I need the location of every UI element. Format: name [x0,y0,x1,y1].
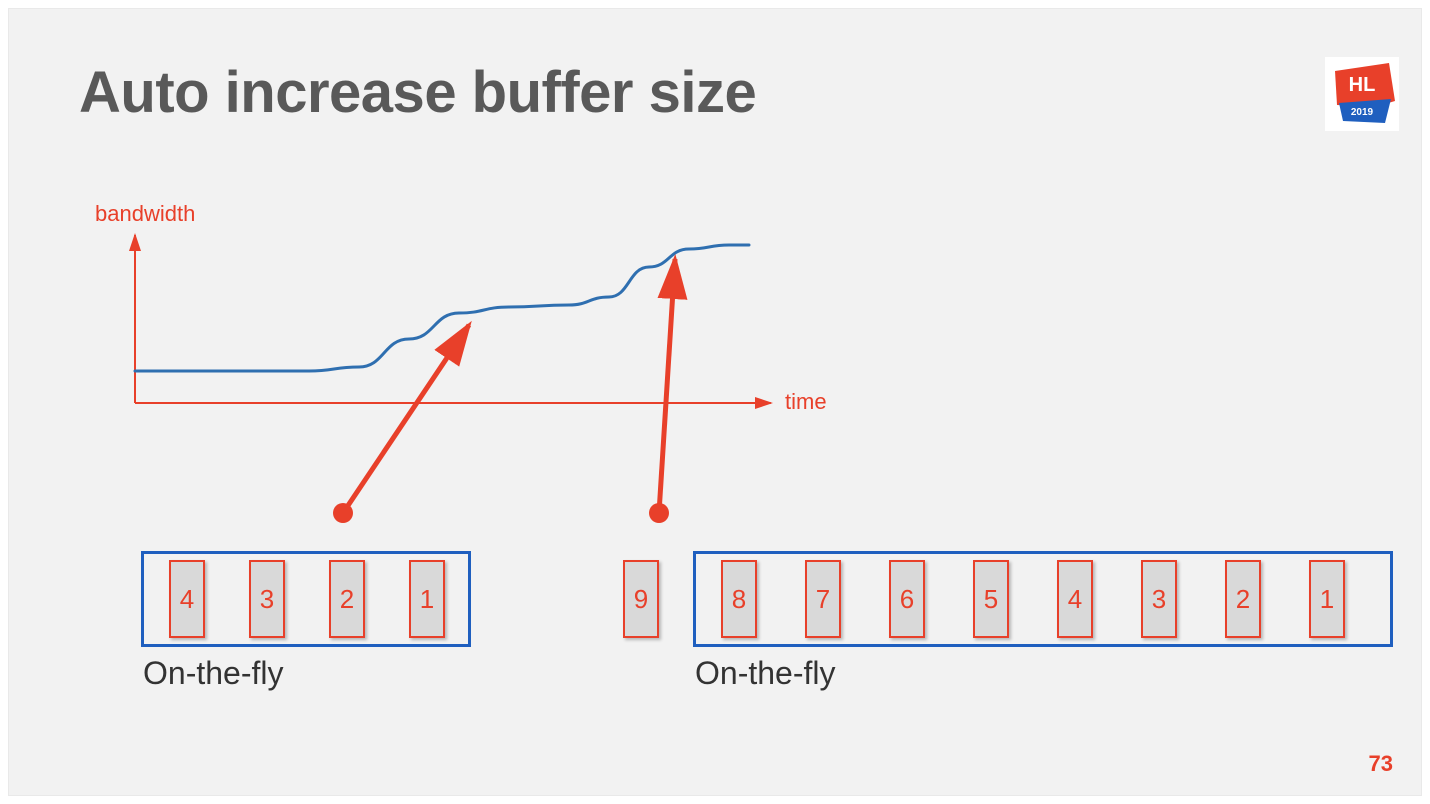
segment: 2 [1225,560,1261,638]
page-title: Auto increase buffer size [79,59,756,126]
buffer-caption-a: On-the-fly [143,655,283,692]
buffer-box-b [693,551,1393,647]
conference-logo: HL 2019 [1325,57,1399,131]
logo-text-bottom: 2019 [1351,107,1374,118]
segment: 1 [409,560,445,638]
x-axis-label: time [785,389,827,415]
segment: 8 [721,560,757,638]
segment: 7 [805,560,841,638]
y-axis-label: bandwidth [95,201,195,227]
segment: 3 [249,560,285,638]
page-number: 73 [1369,751,1393,777]
segment: 1 [1309,560,1345,638]
slide-canvas: Auto increase buffer size HL 2019 bandwi… [8,8,1422,796]
segment: 5 [973,560,1009,638]
logo-text-top: HL [1349,74,1376,96]
segment: 4 [169,560,205,638]
segment: 4 [1057,560,1093,638]
buffer-caption-b: On-the-fly [695,655,835,692]
segment: 3 [1141,560,1177,638]
segment: 9 [623,560,659,638]
segment: 2 [329,560,365,638]
segment: 6 [889,560,925,638]
